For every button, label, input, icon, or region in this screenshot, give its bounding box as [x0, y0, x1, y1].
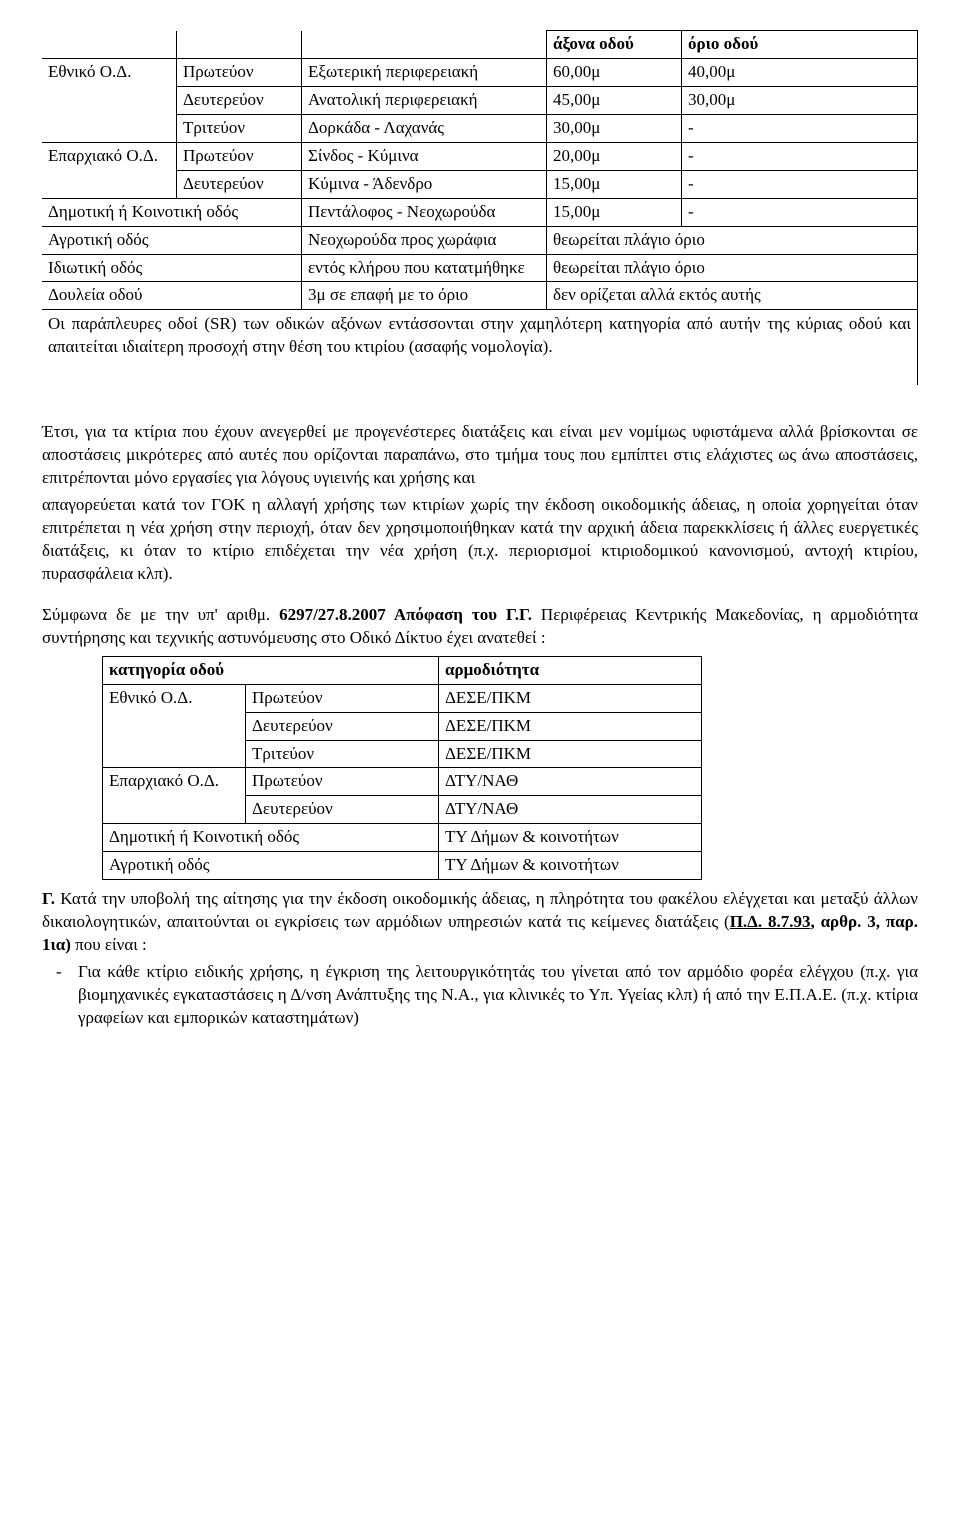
table-header-row: άξονα οδού όριο οδού	[42, 31, 918, 59]
header-authority: αρμοδιότητα	[439, 656, 702, 684]
header-category: κατηγορία οδού	[103, 656, 439, 684]
cell: 30,00μ	[682, 86, 918, 114]
cell: Ανατολική περιφερειακή	[302, 86, 547, 114]
cell: ΔΤΥ/ΝΑΘ	[439, 796, 702, 824]
cell: Τριτεύον	[246, 740, 439, 768]
cell: ΔΕΣΕ/ΠΚΜ	[439, 712, 702, 740]
eparchiako-label: Επαρχιακό Ο.Δ.	[103, 768, 246, 824]
table-row: Επαρχιακό Ο.Δ. Πρωτεύον Σίνδος - Κύμινα …	[42, 142, 918, 170]
table-row: Δημοτική ή Κοινοτική οδός Πεντάλοφος - Ν…	[42, 198, 918, 226]
douleia-label: Δουλεία οδού	[42, 282, 302, 310]
cell: -	[682, 114, 918, 142]
para4-g: Γ.	[42, 889, 55, 908]
cell: ΔΤΥ/ΝΑΘ	[439, 768, 702, 796]
cell: 3μ σε επαφή με το όριο	[302, 282, 547, 310]
cell: Νεοχωρούδα προς χωράφια	[302, 226, 547, 254]
cell: -	[682, 198, 918, 226]
header-edge: όριο οδού	[682, 31, 918, 59]
table-row: Δουλεία οδού 3μ σε επαφή με το όριο δεν …	[42, 282, 918, 310]
cell: 15,00μ	[547, 170, 682, 198]
ethniko-label: Εθνικό Ο.Δ.	[103, 684, 246, 768]
cell: -	[682, 170, 918, 198]
dimotiki-label: Δημοτική ή Κοινοτική οδός	[103, 824, 439, 852]
para4-e: που είναι :	[71, 935, 147, 954]
paragraph-4: Γ. Κατά την υποβολή της αίτησης για την …	[42, 888, 918, 957]
cell: 45,00μ	[547, 86, 682, 114]
road-distances-table: άξονα οδού όριο οδού Εθνικό Ο.Δ. Πρωτεύο…	[42, 30, 918, 385]
cell: 15,00μ	[547, 198, 682, 226]
bullet-item: - Για κάθε κτίριο ειδικής χρήσης, η έγκρ…	[42, 961, 918, 1030]
ethniko-label: Εθνικό Ο.Δ.	[42, 58, 177, 142]
cell: Σίνδος - Κύμινα	[302, 142, 547, 170]
dash-icon: -	[56, 961, 62, 984]
cell: 30,00μ	[547, 114, 682, 142]
para3-text-a: Σύμφωνα δε με την υπ' αριθμ.	[42, 605, 279, 624]
agrotiki-label: Αγροτική οδός	[103, 852, 439, 880]
cell: ΔΕΣΕ/ΠΚΜ	[439, 740, 702, 768]
authority-table: κατηγορία οδού αρμοδιότητα Εθνικό Ο.Δ. Π…	[102, 656, 702, 881]
cell: Πρωτεύον	[177, 142, 302, 170]
table-row: Εθνικό Ο.Δ. Πρωτεύον Εξωτερική περιφερει…	[42, 58, 918, 86]
cell: Δορκάδα - Λαχανάς	[302, 114, 547, 142]
cell: Κύμινα - Άδενδρο	[302, 170, 547, 198]
cell: Τριτεύον	[177, 114, 302, 142]
cell: Δευτερεύον	[177, 170, 302, 198]
paragraph-2: απαγορεύεται κατά τον ΓΟΚ η αλλαγή χρήση…	[42, 494, 918, 586]
table-row: Αγροτική οδός ΤΥ Δήμων & κοινοτήτων	[103, 852, 702, 880]
dimotiki-label: Δημοτική ή Κοινοτική οδός	[42, 198, 302, 226]
cell: Πρωτεύον	[246, 768, 439, 796]
cell: Πρωτεύον	[246, 684, 439, 712]
cell: Δευτερεύον	[246, 796, 439, 824]
para3-bold: 6297/27.8.2007 Απόφαση του Γ.Γ.	[279, 605, 532, 624]
cell: -	[682, 142, 918, 170]
para4-law: Π.Δ. 8.7.93	[730, 912, 811, 931]
cell: 40,00μ	[682, 58, 918, 86]
cell: Πρωτεύον	[177, 58, 302, 86]
cell: θεωρείται πλάγιο όριο	[547, 226, 918, 254]
cell: 60,00μ	[547, 58, 682, 86]
cell: 20,00μ	[547, 142, 682, 170]
cell: εντός κλήρου που κατατμήθηκε	[302, 254, 547, 282]
header-axis: άξονα οδού	[547, 31, 682, 59]
eparchiako-label: Επαρχιακό Ο.Δ.	[42, 142, 177, 198]
bullet-text: Για κάθε κτίριο ειδικής χρήσης, η έγκρισ…	[78, 962, 918, 1027]
table-note: Οι παράπλευρες οδοί (SR) των οδικών αξόν…	[48, 313, 911, 359]
cell: Πεντάλοφος - Νεοχωρούδα	[302, 198, 547, 226]
table-row: Δημοτική ή Κοινοτική οδός ΤΥ Δήμων & κοι…	[103, 824, 702, 852]
paragraph-1: Έτσι, για τα κτίρια που έχουν ανεγερθεί …	[42, 421, 918, 490]
table-header-row: κατηγορία οδού αρμοδιότητα	[103, 656, 702, 684]
table-row: Ιδιωτική οδός εντός κλήρου που κατατμήθη…	[42, 254, 918, 282]
idiotiki-label: Ιδιωτική οδός	[42, 254, 302, 282]
cell: Δευτερεύον	[177, 86, 302, 114]
cell: ΤΥ Δήμων & κοινοτήτων	[439, 824, 702, 852]
agrotiki-label: Αγροτική οδός	[42, 226, 302, 254]
table-row: Εθνικό Ο.Δ. Πρωτεύον ΔΕΣΕ/ΠΚΜ	[103, 684, 702, 712]
table-note-row: Οι παράπλευρες οδοί (SR) των οδικών αξόν…	[42, 310, 918, 385]
table-row: Αγροτική οδός Νεοχωρούδα προς χωράφια θε…	[42, 226, 918, 254]
paragraph-3: Σύμφωνα δε με την υπ' αριθμ. 6297/27.8.2…	[42, 604, 918, 650]
cell: ΔΕΣΕ/ΠΚΜ	[439, 684, 702, 712]
cell: θεωρείται πλάγιο όριο	[547, 254, 918, 282]
cell: ΤΥ Δήμων & κοινοτήτων	[439, 852, 702, 880]
cell: Εξωτερική περιφερειακή	[302, 58, 547, 86]
cell: Δευτερεύον	[246, 712, 439, 740]
cell: δεν ορίζεται αλλά εκτός αυτής	[547, 282, 918, 310]
table-row: Επαρχιακό Ο.Δ. Πρωτεύον ΔΤΥ/ΝΑΘ	[103, 768, 702, 796]
